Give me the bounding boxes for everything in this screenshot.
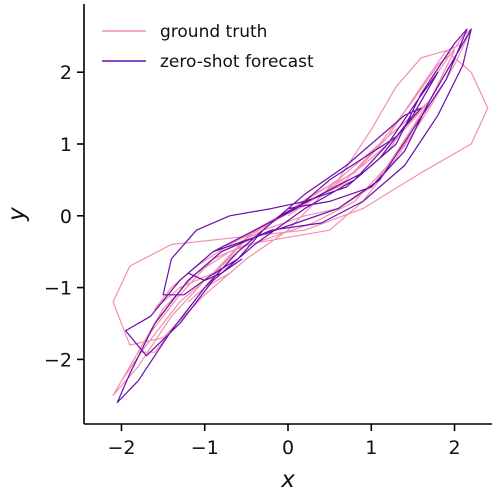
y-tick-label: 2 — [60, 62, 72, 84]
tick-layer: −2 −1 0 1 2 −2 −1 0 1 2 — [44, 62, 461, 459]
x-axis-label: x — [280, 467, 295, 493]
y-tick-label: 0 — [60, 206, 72, 228]
legend-label-ground-truth: ground truth — [160, 22, 267, 42]
x-tick-label: −2 — [107, 437, 135, 459]
series-line-zero-shot-forecast — [116, 28, 472, 404]
y-tick-label: −1 — [44, 278, 72, 300]
x-tick-label: −1 — [191, 437, 219, 459]
y-tick-label: −2 — [44, 349, 72, 371]
series-layer — [112, 28, 489, 404]
y-axis-label: y — [4, 207, 30, 222]
x-tick-label: 1 — [365, 437, 377, 459]
y-tick-label: 1 — [60, 134, 72, 156]
x-tick-label: 0 — [282, 437, 294, 459]
x-tick-label: 2 — [448, 437, 460, 459]
legend: ground truth zero-shot forecast — [102, 22, 314, 72]
legend-label-zero-shot-forecast: zero-shot forecast — [160, 52, 314, 72]
